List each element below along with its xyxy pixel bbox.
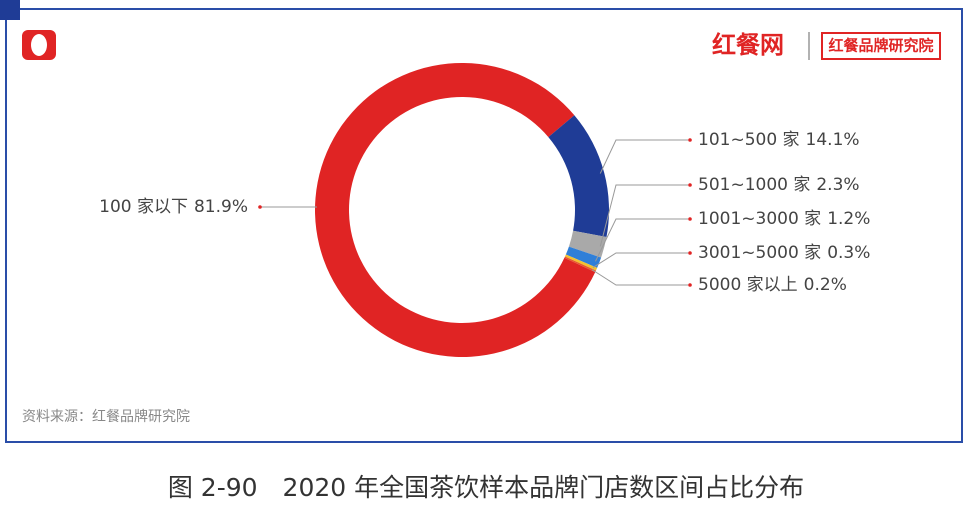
donut-segment [565,254,598,271]
leader-dot [688,217,692,221]
data-label: 5000 家以上 0.2% [698,275,847,295]
data-label: 3001~5000 家 0.3% [698,243,870,263]
value-label: 1.2% [827,209,870,229]
value-label: 2.3% [816,175,859,195]
value-label: 14.1% [806,130,860,150]
category-label: 501~1000 家 [698,175,810,195]
value-label: 0.2% [804,275,847,295]
leader-line [591,269,688,286]
data-label: 101~500 家 14.1% [698,130,860,150]
value-label: 0.3% [827,243,870,263]
donut-segment [314,62,596,357]
donut-segment [568,230,607,258]
leader-line [592,252,688,268]
logo-text: 红餐网 [712,31,784,59]
leader-dot [258,205,262,209]
frame [5,8,963,443]
value-label: 81.9% [194,197,248,217]
category-label: 5000 家以上 [698,275,798,295]
donut-segment [564,256,596,273]
chart-title: 图 2-90 2020 年全国茶饮样本品牌门店数区间占比分布 [168,473,804,502]
leader-line [595,218,688,262]
data-label: 501~1000 家 2.3% [698,175,860,195]
leader-line [599,184,688,247]
leader-dot [688,283,692,287]
corner-mark [0,0,20,20]
data-label: 100 家以下 81.9% [99,197,248,217]
donut-segment [548,115,609,238]
data-label: 1001~3000 家 1.2% [698,209,870,229]
category-label: 1001~3000 家 [698,209,821,229]
logo-badge-text: 红餐品牌研究院 [828,37,933,55]
category-label: 101~500 家 [698,130,800,150]
logo-badge [821,32,941,60]
category-label: 3001~5000 家 [698,243,821,263]
leader-dot [688,183,692,187]
leader-line [599,139,688,174]
logo-icon-inner [31,34,47,56]
source: 资料来源：红餐品牌研究院 [22,408,190,425]
category-label: 100 家以下 [99,197,188,217]
leader-dot [688,138,692,142]
leader-dot [688,251,692,255]
donut-segment [565,246,602,268]
